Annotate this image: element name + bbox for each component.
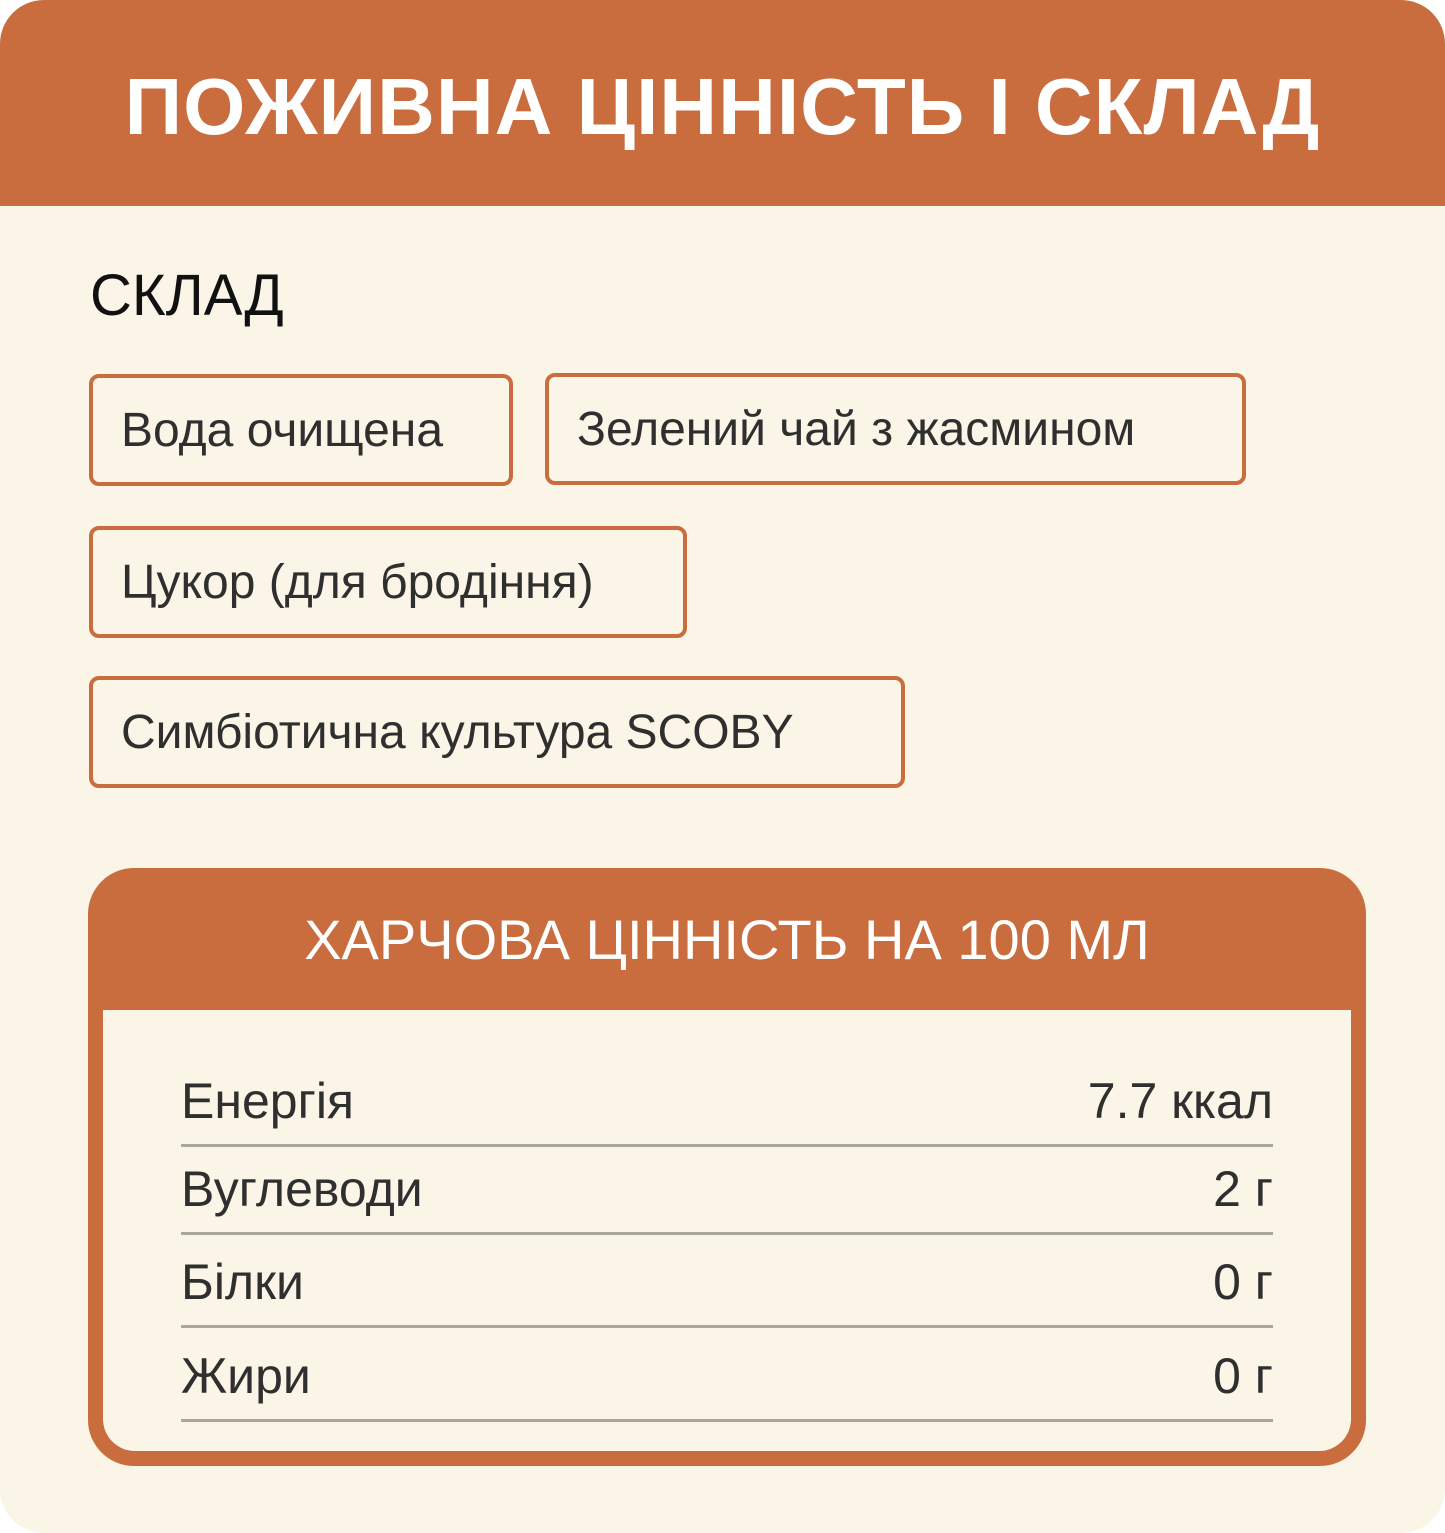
nutrient-label: Енергія xyxy=(181,1073,354,1129)
page-title: ПОЖИВНА ЦІННІСТЬ І СКЛАД xyxy=(124,62,1321,151)
nutrient-value: 0 г xyxy=(1213,1348,1273,1404)
nutrient-value: 7.7 ккал xyxy=(1087,1073,1273,1129)
nutrient-value: 2 г xyxy=(1213,1161,1273,1217)
nutrient-label: Вуглеводи xyxy=(181,1161,423,1217)
ingredient-chip: Зелений чай з жасмином xyxy=(545,373,1246,485)
nutrition-table: Енергія 7.7 ккал Вуглеводи 2 г Білки 0 г… xyxy=(103,1010,1351,1451)
nutrition-row: Енергія 7.7 ккал xyxy=(181,1057,1273,1147)
header-banner: ПОЖИВНА ЦІННІСТЬ І СКЛАД xyxy=(0,0,1445,206)
nutrient-label: Жири xyxy=(181,1348,311,1404)
composition-title: СКЛАД xyxy=(90,263,284,328)
nutrient-value: 0 г xyxy=(1213,1254,1273,1310)
nutrition-row: Жири 0 г xyxy=(181,1332,1273,1422)
nutrition-title: ХАРЧОВА ЦІННІСТЬ НА 100 МЛ xyxy=(304,907,1150,971)
ingredient-chip: Вода очищена xyxy=(89,374,513,486)
nutrient-label: Білки xyxy=(181,1254,304,1310)
nutrition-row: Вуглеводи 2 г xyxy=(181,1145,1273,1235)
ingredient-chip: Цукор (для бродіння) xyxy=(89,526,687,638)
ingredient-chip: Симбіотична культура SCOBY xyxy=(89,676,905,788)
nutrition-panel: ХАРЧОВА ЦІННІСТЬ НА 100 МЛ Енергія 7.7 к… xyxy=(88,868,1366,1466)
nutrition-row: Білки 0 г xyxy=(181,1238,1273,1328)
